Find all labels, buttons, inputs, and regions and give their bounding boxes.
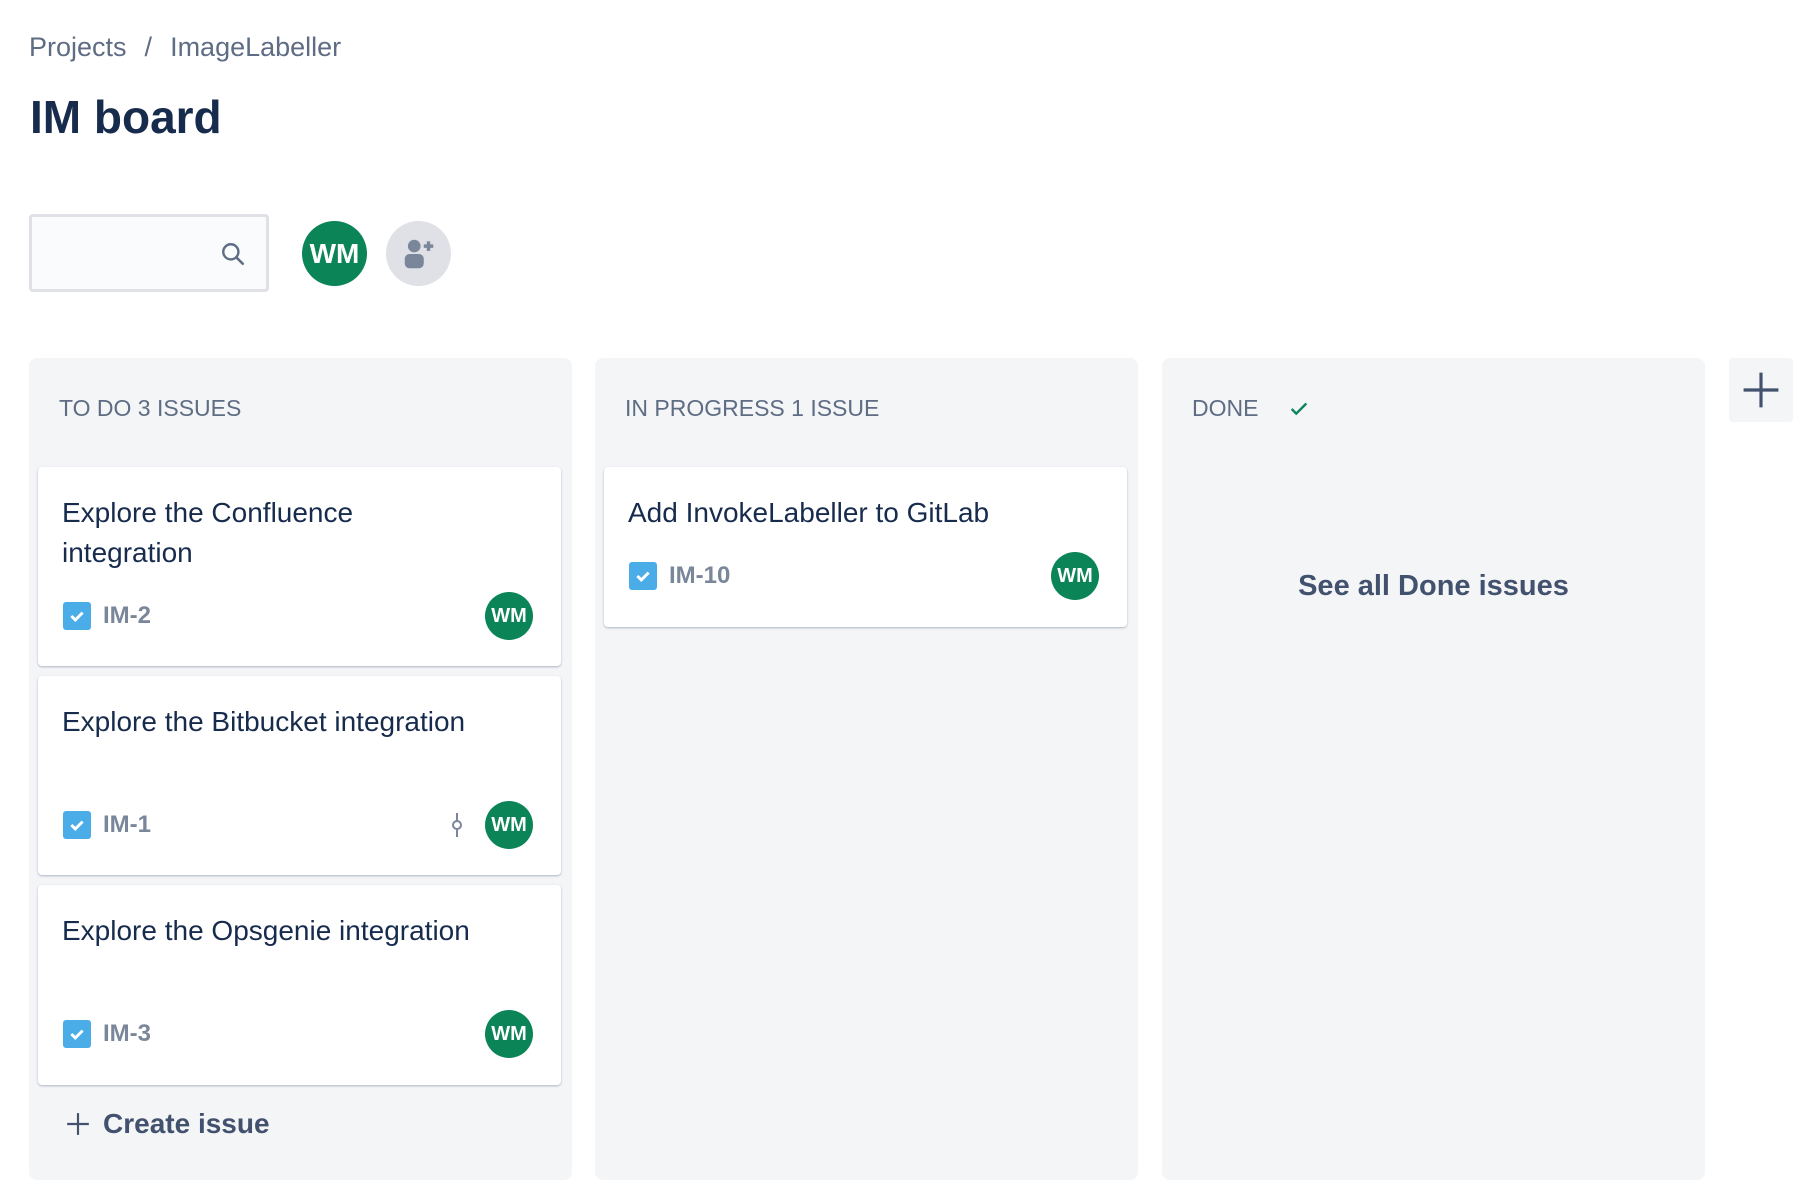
- create-issue-button[interactable]: Create issue: [65, 1108, 270, 1140]
- issue-key[interactable]: IM-1: [103, 811, 151, 838]
- issue-title: Add InvokeLabeller to GitLab: [628, 497, 990, 528]
- column-title: DONE: [1192, 395, 1259, 421]
- task-type-icon: [629, 562, 657, 590]
- plus-icon: [67, 1113, 89, 1135]
- add-column-button[interactable]: [1729, 358, 1793, 422]
- assignee-avatar: WM: [485, 1010, 533, 1058]
- create-issue-label: Create issue: [103, 1108, 270, 1139]
- add-people-button[interactable]: [386, 221, 451, 286]
- issue-title: Explore the Bitbucket integration: [62, 706, 466, 737]
- column-header: IN PROGRESS 1 ISSUE: [625, 395, 880, 421]
- assignee-avatar: WM: [485, 801, 533, 849]
- issue-card[interactable]: Explore the Bitbucket integration IM-1 W…: [38, 676, 561, 875]
- check-icon: [1291, 402, 1308, 415]
- breadcrumb-projects[interactable]: Projects: [29, 32, 127, 62]
- column-done: DONE See all Done issues: [1162, 358, 1705, 1180]
- page-title: IM board: [30, 91, 222, 143]
- breadcrumb: Projects / ImageLabeller: [29, 32, 341, 63]
- member-avatar[interactable]: WM: [302, 221, 367, 286]
- column-header: TO DO 3 ISSUES: [59, 395, 242, 421]
- issue-card[interactable]: Add InvokeLabeller to GitLab IM-10 WM: [604, 467, 1127, 627]
- issue-title: Explore the Opsgenie integration: [62, 915, 470, 946]
- assignee-avatar: WM: [485, 592, 533, 640]
- issue-key[interactable]: IM-10: [669, 562, 731, 589]
- column-header: DONE: [1192, 395, 1310, 422]
- issue-card[interactable]: Explore the Confluence integration IM-2 …: [38, 467, 561, 666]
- add-user-icon: [404, 239, 433, 268]
- breadcrumb-project[interactable]: ImageLabeller: [170, 32, 342, 62]
- search-icon: [222, 243, 245, 266]
- commit-icon: [452, 813, 462, 837]
- task-type-icon: [63, 602, 91, 630]
- search-input[interactable]: [29, 214, 269, 292]
- column-in-progress: IN PROGRESS 1 ISSUE Add InvokeLabeller t…: [595, 358, 1138, 1180]
- issue-key[interactable]: IM-3: [103, 1020, 151, 1047]
- column-todo: TO DO 3 ISSUES Explore the Confluence in…: [29, 358, 572, 1180]
- issue-key[interactable]: IM-2: [103, 602, 151, 629]
- issue-title: Explore the Confluence integration: [62, 497, 354, 568]
- task-type-icon: [63, 811, 91, 839]
- assignee-avatar: WM: [1051, 552, 1099, 600]
- issue-card[interactable]: Explore the Opsgenie integration IM-3 WM: [38, 885, 561, 1085]
- breadcrumb-separator: /: [144, 32, 153, 62]
- see-all-done-link[interactable]: See all Done issues: [1298, 570, 1569, 602]
- task-type-icon: [63, 1020, 91, 1048]
- plus-icon: [1743, 372, 1779, 408]
